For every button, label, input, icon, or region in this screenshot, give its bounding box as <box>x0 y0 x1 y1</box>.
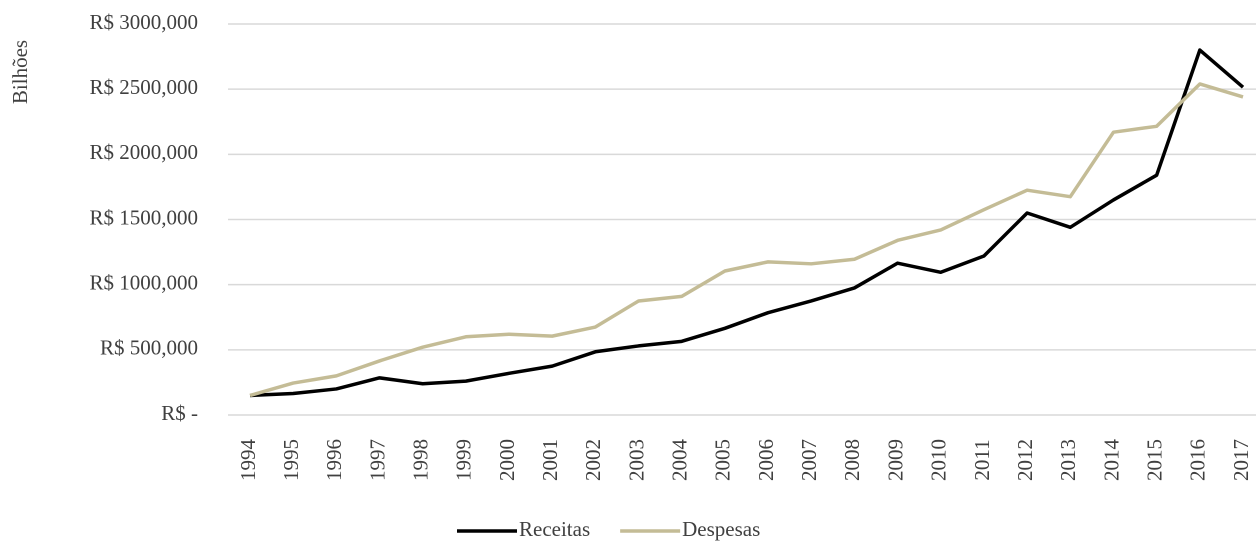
data-line <box>249 82 1244 398</box>
x-tick-label: 2004 <box>668 439 692 482</box>
y-tick-label: R$ 2500,000 <box>89 75 198 99</box>
legend-label: Despesas <box>682 517 760 541</box>
y-tick-label: R$ 3000,000 <box>89 10 198 34</box>
x-tick-label: 2014 <box>1099 439 1123 482</box>
y-tick-label: R$ 1500,000 <box>89 205 198 229</box>
y-tick-label: R$ - <box>161 401 198 425</box>
x-tick-label: 2001 <box>538 439 562 481</box>
data-line <box>249 48 1245 398</box>
x-tick-label: 2009 <box>883 439 907 481</box>
x-tick-label: 2007 <box>797 439 821 481</box>
y-tick-label: R$ 2000,000 <box>89 140 198 164</box>
y-axis-label: Bilhões <box>8 40 32 104</box>
x-tick-label: 2008 <box>840 439 864 481</box>
x-tick-label: 2012 <box>1013 439 1037 481</box>
x-tick-label: 1998 <box>409 439 433 481</box>
y-tick-label: R$ 500,000 <box>100 336 198 360</box>
x-tick-label: 1999 <box>452 439 476 481</box>
x-tick-label: 2003 <box>624 439 648 481</box>
x-tick-label: 2016 <box>1186 439 1210 481</box>
x-tick-label: 2013 <box>1056 439 1080 481</box>
x-tick-label: 2002 <box>581 439 605 481</box>
x-tick-label: 1994 <box>236 439 260 482</box>
x-tick-label: 2006 <box>754 439 778 481</box>
x-tick-label: 2010 <box>927 439 951 481</box>
x-tick-label: 1995 <box>279 439 303 481</box>
x-tick-label: 2005 <box>711 439 735 481</box>
y-tick-label: R$ 1000,000 <box>89 270 198 294</box>
x-tick-label: 1997 <box>365 439 389 481</box>
x-tick-label: 2017 <box>1229 439 1253 481</box>
x-tick-label: 1996 <box>322 439 346 481</box>
legend-label: Receitas <box>519 517 590 541</box>
x-tick-label: 2011 <box>970 439 994 480</box>
x-tick-label: 2000 <box>495 439 519 481</box>
x-tick-label: 2015 <box>1142 439 1166 481</box>
